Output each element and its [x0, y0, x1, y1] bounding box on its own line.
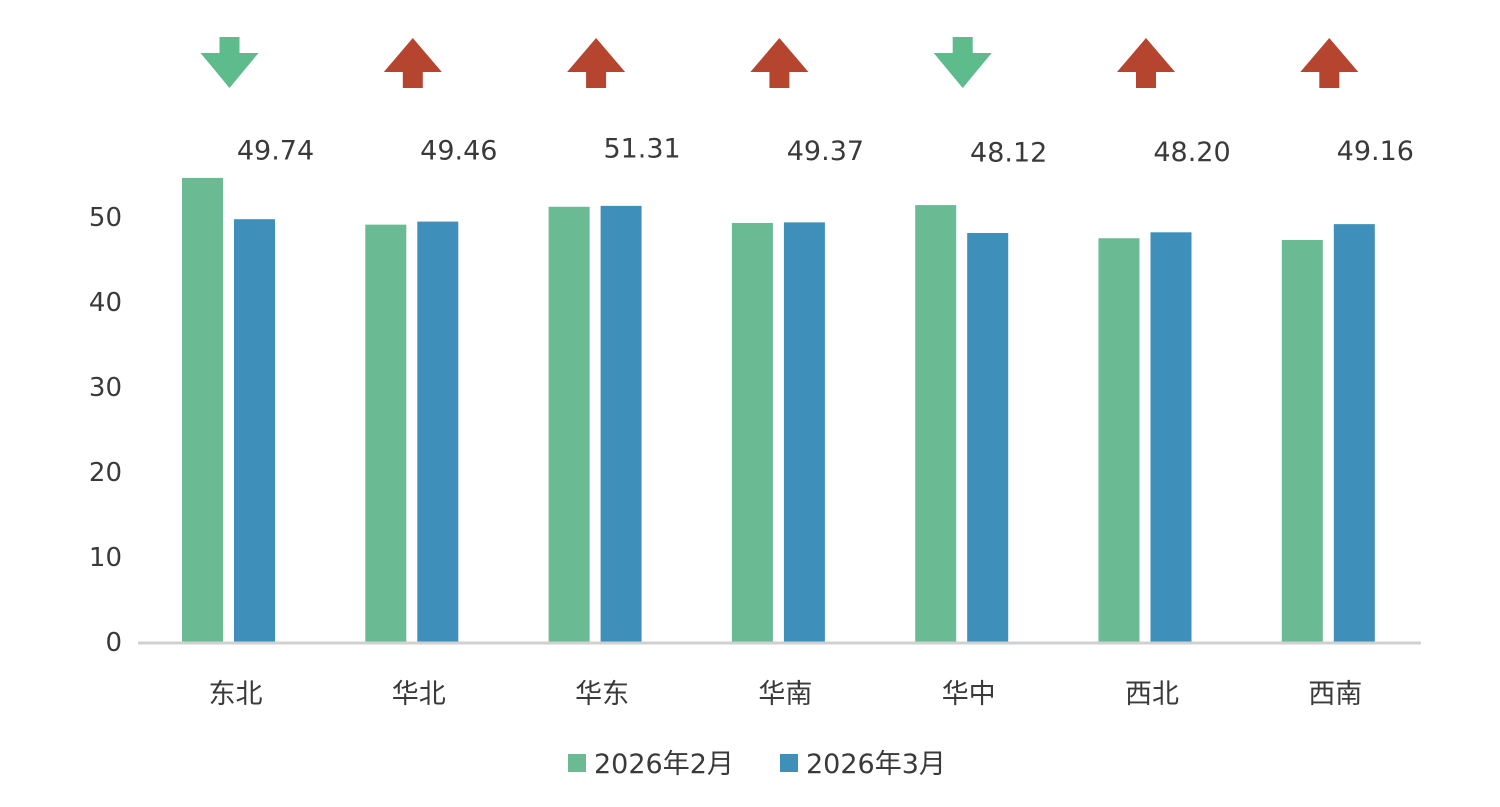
y-tick-label: 30 — [89, 373, 122, 403]
legend-label: 2026年3月 — [806, 749, 946, 780]
x-tick-label: 西南 — [1308, 679, 1362, 710]
bar-series-2-华北 — [417, 221, 459, 642]
data-labels: 49.74 49.46 51.31 49.37 48.12 48.20 49.16 — [237, 133, 1414, 168]
bar-series-2-华中 — [967, 232, 1009, 643]
y-tick-label: 10 — [89, 543, 122, 573]
data-label: 49.16 — [1337, 136, 1414, 167]
legend: 2026年2月 2026年3月 — [568, 749, 946, 780]
arrow-up-icon — [567, 38, 626, 88]
x-tick-label: 东北 — [209, 679, 263, 710]
y-tick-label: 20 — [89, 458, 122, 488]
legend-swatch — [568, 754, 586, 772]
arrow-up-icon — [1300, 38, 1359, 88]
bar-series-1-东北 — [182, 177, 223, 642]
bar-series-1-华东 — [548, 206, 590, 643]
bar-series-2-东北 — [234, 219, 275, 642]
bar-series-1-华中 — [915, 205, 957, 642]
data-label: 51.31 — [603, 133, 680, 164]
x-tick-label: 华中 — [942, 679, 996, 710]
arrow-up-icon — [383, 38, 442, 88]
bar-series-2-西南 — [1333, 224, 1375, 642]
arrow-up-icon — [750, 38, 809, 88]
x-axis: 东北 华北 华东 华南 华中 西北 西南 — [209, 679, 1363, 710]
arrow-down-icon — [933, 37, 992, 88]
x-tick-label: 华南 — [758, 679, 812, 710]
bar-series-2-西北 — [1150, 232, 1192, 643]
legend-item: 2026年3月 — [780, 749, 946, 780]
y-tick-label: 0 — [105, 628, 122, 658]
y-tick-label: 40 — [89, 288, 122, 318]
bar-series-1-华南 — [731, 222, 773, 642]
data-label: 49.74 — [237, 135, 314, 166]
bar-series-2-华南 — [783, 222, 825, 643]
bar-series-1-西北 — [1098, 238, 1140, 642]
bar-series-2-华东 — [600, 205, 642, 643]
arrow-down-icon — [200, 37, 259, 88]
bar-series-1-华北 — [365, 224, 407, 642]
data-label: 49.46 — [420, 136, 497, 167]
legend-item: 2026年2月 — [568, 749, 734, 780]
x-tick-label: 华北 — [392, 679, 446, 710]
legend-swatch — [780, 754, 798, 772]
arrow-up-icon — [1117, 38, 1175, 88]
bar-series-1-西南 — [1281, 239, 1323, 642]
x-tick-label: 西北 — [1125, 679, 1179, 710]
x-tick-label: 华东 — [575, 679, 629, 710]
trend-arrows — [200, 37, 1359, 88]
y-axis: 0 10 20 30 40 50 — [89, 203, 122, 658]
bars — [138, 177, 1421, 645]
data-label: 48.12 — [970, 137, 1047, 168]
y-tick-label: 50 — [89, 203, 122, 233]
data-label: 49.37 — [787, 136, 864, 167]
data-label: 48.20 — [1153, 137, 1230, 168]
legend-label: 2026年2月 — [594, 749, 734, 780]
